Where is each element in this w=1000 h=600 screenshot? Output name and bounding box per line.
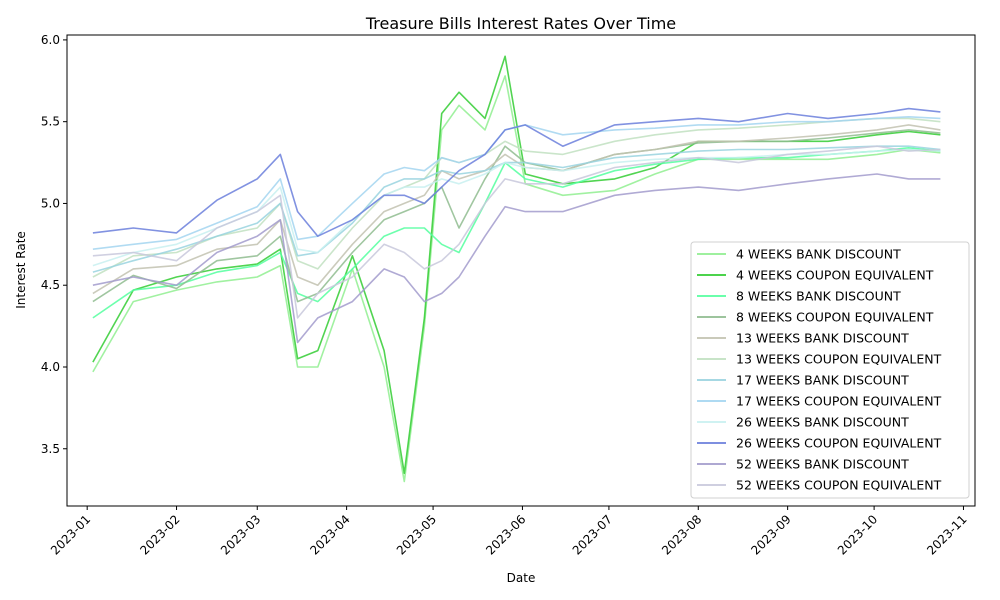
legend: 4 WEEKS BANK DISCOUNT 4 WEEKS COUPON EQUI…	[690, 241, 970, 499]
x-tick-label: 2023-02	[137, 512, 182, 557]
x-axis: 2023-01 2023-02 2023-03 2023-04 2023-05 2023-…	[48, 506, 970, 558]
x-tick-label: 2023-06	[483, 512, 528, 557]
series-line-11	[92, 173, 941, 344]
legend-label: 52 WEEKS COUPON EQUIVALENT	[736, 478, 942, 493]
series-line-10	[92, 107, 941, 237]
series-line-1	[92, 75, 941, 483]
series-line-7	[92, 145, 941, 273]
legend-label: 17 WEEKS COUPON EQUIVALENT	[736, 394, 942, 409]
series-line-4	[92, 129, 941, 303]
legend-label: 4 WEEKS COUPON EQUIVALENT	[736, 268, 934, 283]
x-tick-label: 2023-08	[659, 512, 704, 557]
y-tick-label: 4.5	[41, 278, 60, 292]
x-tick-label: 2023-10	[835, 512, 880, 557]
y-tick-label: 5.0	[41, 196, 60, 210]
y-tick-label: 6.0	[41, 33, 60, 47]
legend-label: 13 WEEKS BANK DISCOUNT	[736, 331, 909, 346]
legend-label: 26 WEEKS COUPON EQUIVALENT	[736, 436, 942, 451]
x-tick-label: 2023-09	[748, 512, 793, 557]
legend-label: 17 WEEKS BANK DISCOUNT	[736, 373, 909, 388]
x-tick-label: 2023-11	[924, 512, 969, 557]
plot-area	[66, 34, 976, 507]
x-tick-label: 2023-01	[48, 512, 93, 557]
series-line-8	[92, 116, 941, 250]
y-axis: 3.5 4.0 4.5 5.0 5.5 6.0	[41, 33, 67, 456]
legend-label: 8 WEEKS COUPON EQUIVALENT	[736, 310, 934, 325]
y-axis-label: Interest Rate	[14, 231, 28, 309]
series-line-9	[92, 148, 941, 267]
x-tick-label: 2023-07	[570, 512, 615, 557]
series-line-12	[92, 145, 941, 319]
x-axis-label: Date	[507, 571, 536, 585]
x-tick-label: 2023-05	[394, 512, 439, 557]
y-tick-label: 5.5	[41, 115, 60, 129]
legend-label: 26 WEEKS BANK DISCOUNT	[736, 415, 909, 430]
chart-title: Treasure Bills Interest Rates Over Time	[365, 14, 676, 33]
series-lines	[92, 55, 941, 483]
y-tick-label: 4.0	[41, 360, 60, 374]
x-tick-label: 2023-04	[307, 512, 352, 557]
legend-label: 8 WEEKS BANK DISCOUNT	[736, 289, 901, 304]
y-tick-label: 3.5	[41, 442, 60, 456]
series-line-5	[92, 124, 941, 295]
legend-label: 52 WEEKS BANK DISCOUNT	[736, 457, 909, 472]
legend-label: 4 WEEKS BANK DISCOUNT	[736, 247, 901, 262]
legend-label: 13 WEEKS COUPON EQUIVALENT	[736, 352, 942, 367]
x-tick-label: 2023-03	[218, 512, 263, 557]
legend-box	[690, 241, 970, 499]
